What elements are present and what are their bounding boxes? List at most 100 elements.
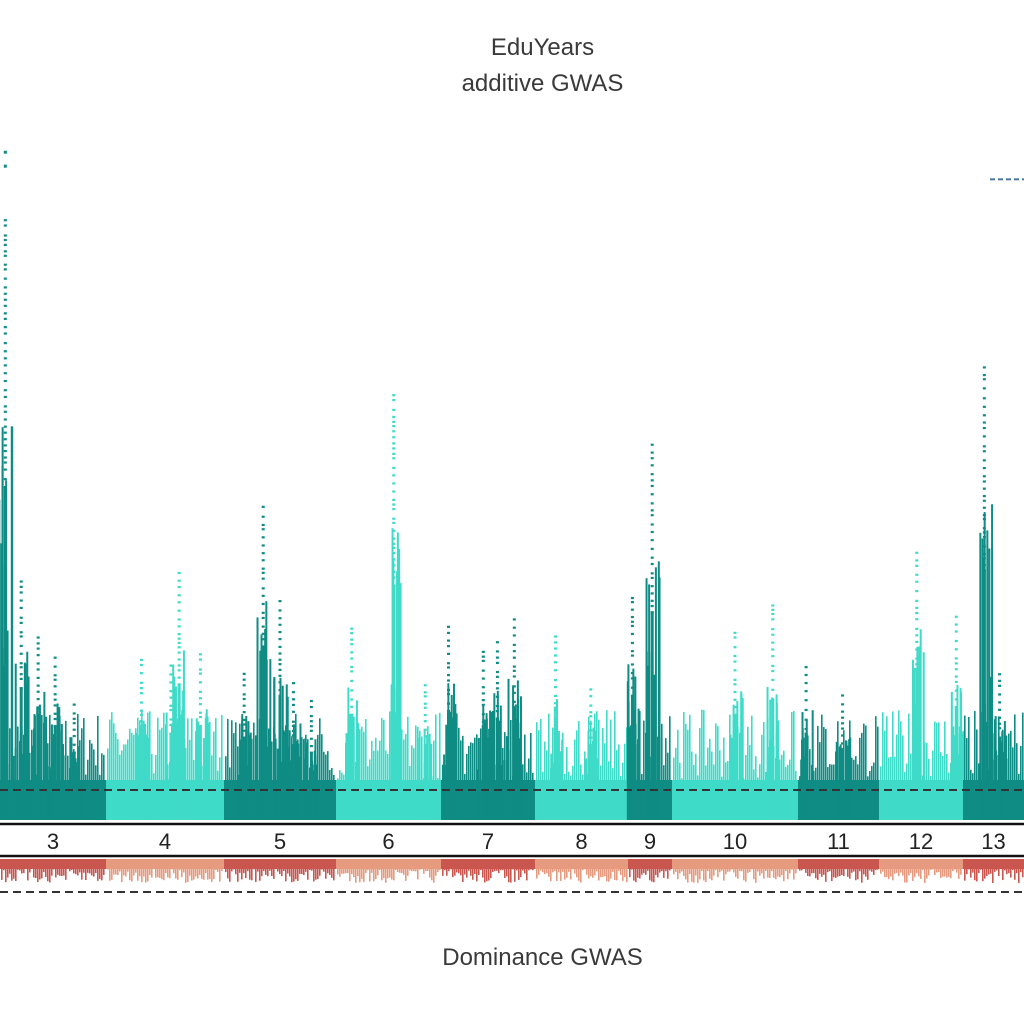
peak-column: [261, 645, 265, 820]
snp-column: [938, 722, 940, 820]
dominance-snp: [665, 859, 667, 872]
snp-column: [419, 783, 422, 820]
dominance-snp: [622, 859, 624, 881]
snp-point: [19, 580, 23, 583]
dominance-snp: [157, 859, 159, 878]
dominance-gwas-panel: [0, 859, 1024, 893]
top-hit-point: [1022, 178, 1024, 181]
snp-point: [3, 350, 7, 353]
dominance-snp: [964, 859, 966, 881]
dominance-snp: [107, 859, 109, 870]
dominance-snp: [303, 859, 305, 876]
snp-point: [242, 736, 246, 739]
snp-column: [823, 727, 825, 820]
snp-column: [507, 678, 510, 820]
snp-point: [3, 449, 7, 453]
snp-column: [127, 739, 129, 820]
peak-column: [242, 736, 246, 820]
snp-point: [3, 304, 7, 307]
snp-column: [247, 721, 250, 820]
snp-column: [77, 713, 79, 820]
snp-column: [936, 722, 938, 820]
dominance-snp: [153, 859, 155, 870]
dominance-snp: [910, 859, 912, 874]
snp-column: [587, 730, 590, 820]
dominance-snp: [329, 859, 331, 875]
snp-column: [944, 721, 946, 820]
snp-point: [998, 736, 1002, 739]
dominance-snp: [528, 859, 530, 871]
snp-point: [3, 277, 7, 280]
snp-column: [67, 788, 70, 820]
snp-column: [626, 681, 629, 820]
snp-column: [825, 729, 827, 820]
dominance-snp: [215, 859, 217, 871]
dominance-snp: [982, 859, 984, 882]
snp-point: [350, 643, 354, 646]
snp-column: [658, 577, 661, 820]
snp-point: [804, 681, 808, 685]
dominance-snp: [31, 859, 33, 870]
snp-column: [819, 742, 821, 820]
snp-column: [827, 767, 829, 820]
snp-point: [982, 495, 986, 498]
dominance-snp: [853, 859, 855, 872]
dominance-snp: [59, 859, 61, 876]
dominance-snp: [327, 859, 329, 874]
snp-point: [350, 705, 354, 708]
snp-column: [763, 722, 765, 820]
snp-point: [512, 650, 516, 653]
snp-column: [297, 743, 300, 820]
snp-point: [198, 668, 202, 671]
dominance-chromosome-6: [336, 859, 441, 883]
snp-point: [72, 712, 76, 715]
dominance-snp: [604, 859, 606, 877]
snp-point: [771, 655, 775, 658]
snp-column: [499, 749, 502, 820]
dominance-snp: [518, 859, 520, 880]
snp-column: [443, 754, 446, 820]
snp-point: [198, 658, 202, 661]
dominance-snp: [351, 859, 353, 875]
dominance-snp: [576, 859, 578, 878]
snp-column: [101, 753, 103, 820]
snp-column: [536, 722, 538, 820]
dominance-snp: [1020, 859, 1022, 873]
dominance-snp: [468, 859, 470, 871]
dominance-snp: [367, 859, 369, 871]
dominance-snp: [67, 859, 69, 870]
snp-column: [986, 530, 989, 820]
snp-column: [135, 732, 138, 820]
snp-point: [392, 537, 396, 540]
dominance-snp: [19, 859, 21, 871]
snp-column: [757, 777, 759, 820]
snp-column: [1014, 714, 1016, 820]
snp-column: [357, 723, 360, 820]
dominance-snp: [653, 859, 655, 883]
dominance-snp: [95, 859, 97, 873]
snp-point: [481, 677, 485, 680]
snp-point: [447, 652, 451, 655]
snp-point: [512, 618, 516, 621]
snp-point: [392, 517, 396, 520]
dominance-snp: [859, 859, 861, 872]
snp-column: [894, 756, 896, 820]
top-hit-point: [1014, 178, 1019, 181]
dominance-snp: [123, 859, 125, 876]
dominance-snp: [476, 859, 478, 882]
snp-column: [43, 691, 46, 820]
dominance-snp: [343, 859, 345, 874]
snp-point: [177, 651, 181, 654]
dominance-snp: [940, 859, 942, 878]
snp-column: [793, 711, 795, 820]
dominance-snp: [355, 859, 357, 883]
dominance-snp: [1022, 859, 1024, 878]
snp-column: [181, 709, 184, 820]
dominance-snp: [241, 859, 243, 880]
chromosome-4-points: [106, 571, 224, 820]
snp-column: [454, 704, 457, 820]
snp-column: [783, 750, 785, 820]
snp-point: [36, 662, 40, 665]
dominance-snp: [439, 859, 441, 871]
snp-column: [654, 567, 657, 820]
